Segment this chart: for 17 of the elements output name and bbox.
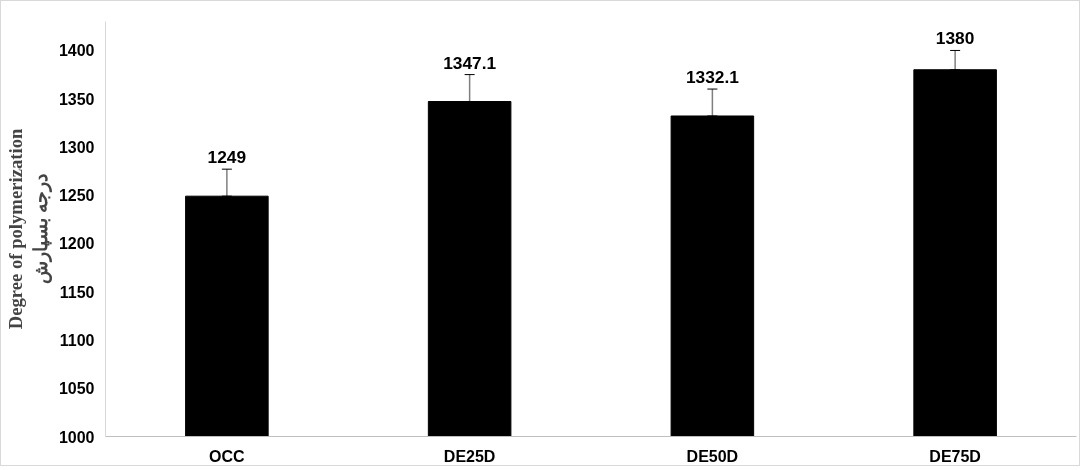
y-tick-label: 1250 <box>58 187 95 205</box>
y-tick-label: 1100 <box>59 331 95 349</box>
y-tick-label: 1350 <box>58 90 95 108</box>
data-label: 1347.1 <box>443 52 497 73</box>
x-tick-label: DE50D <box>686 447 739 465</box>
data-label: 1249 <box>207 147 247 168</box>
y-tick-label: 1400 <box>58 42 95 60</box>
y-tick-label: 1200 <box>58 235 95 253</box>
data-label: 1380 <box>935 28 975 49</box>
data-label: 1332.1 <box>685 67 740 88</box>
y-tick-label: 1050 <box>58 380 95 398</box>
y-tick-label: 1000 <box>58 428 95 446</box>
y-tick-label: 1300 <box>58 138 95 156</box>
x-tick-label: DE75D <box>929 447 981 465</box>
x-tick-label: OCC <box>209 447 246 465</box>
x-tick-label: DE25D <box>443 447 496 465</box>
y-tick-label: 1150 <box>59 283 95 301</box>
